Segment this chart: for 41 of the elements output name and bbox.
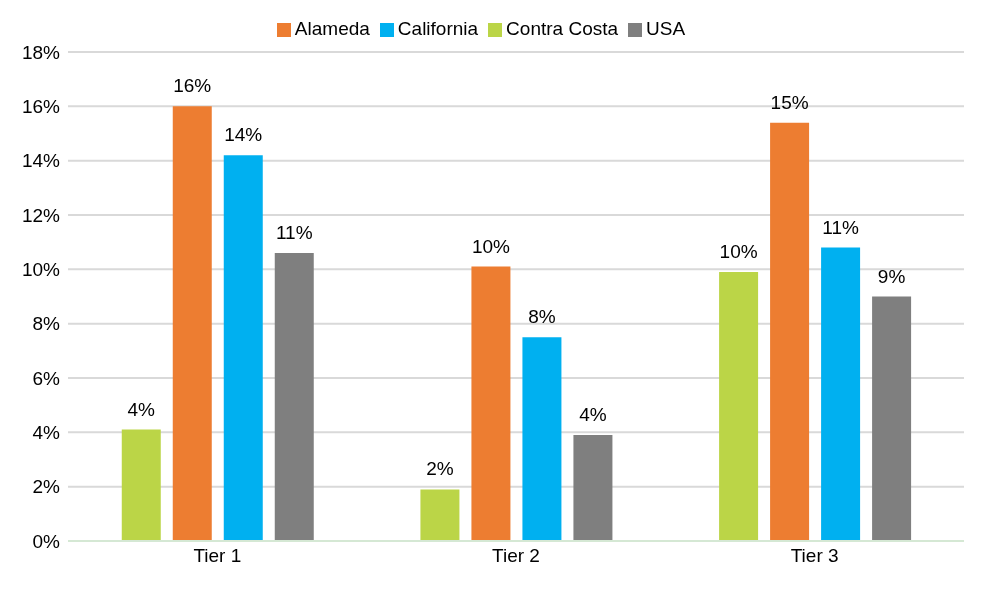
- data-label: 8%: [528, 306, 556, 328]
- data-label: 10%: [471, 235, 511, 257]
- data-label: 14%: [224, 124, 263, 146]
- y-tick-label: 16%: [21, 96, 61, 118]
- y-tick-label: 10%: [21, 259, 61, 281]
- bar: [172, 106, 212, 541]
- bar: [821, 247, 861, 541]
- data-label: 9%: [877, 265, 906, 287]
- legend-label: Contra Costa: [506, 18, 619, 39]
- y-tick-label: 12%: [21, 204, 61, 226]
- bar: [274, 253, 314, 541]
- bar: [223, 155, 263, 541]
- y-tick-label: 6%: [32, 367, 61, 389]
- bar: [770, 122, 810, 541]
- bar: [420, 489, 460, 541]
- bar: [522, 337, 562, 541]
- bar: [872, 296, 912, 541]
- y-tick-label: 2%: [32, 476, 61, 498]
- bar: [471, 266, 511, 541]
- y-tick-label: 8%: [32, 313, 61, 335]
- y-tick-label: 14%: [21, 150, 61, 172]
- y-tick-label: 4%: [32, 422, 61, 444]
- bar: [719, 272, 759, 541]
- data-label: 11%: [822, 216, 859, 238]
- y-tick-label: 18%: [21, 41, 61, 63]
- x-tick-label: Tier 1: [193, 545, 242, 567]
- data-label: 2%: [426, 458, 454, 480]
- data-label: 16%: [173, 75, 212, 97]
- data-label: 15%: [770, 91, 809, 113]
- x-tick-label: Tier 3: [790, 545, 839, 567]
- bar: [121, 429, 161, 541]
- x-tick-label: Tier 2: [492, 545, 540, 567]
- legend-label: USA: [646, 18, 686, 39]
- data-label: 4%: [127, 398, 156, 420]
- data-label: 11%: [275, 222, 313, 244]
- data-label: 4%: [579, 404, 607, 426]
- data-label: 10%: [719, 241, 758, 263]
- y-tick-label: 0%: [32, 530, 61, 552]
- legend-label: Alameda: [294, 18, 370, 39]
- bar: [573, 435, 613, 541]
- legend-label: California: [397, 18, 479, 39]
